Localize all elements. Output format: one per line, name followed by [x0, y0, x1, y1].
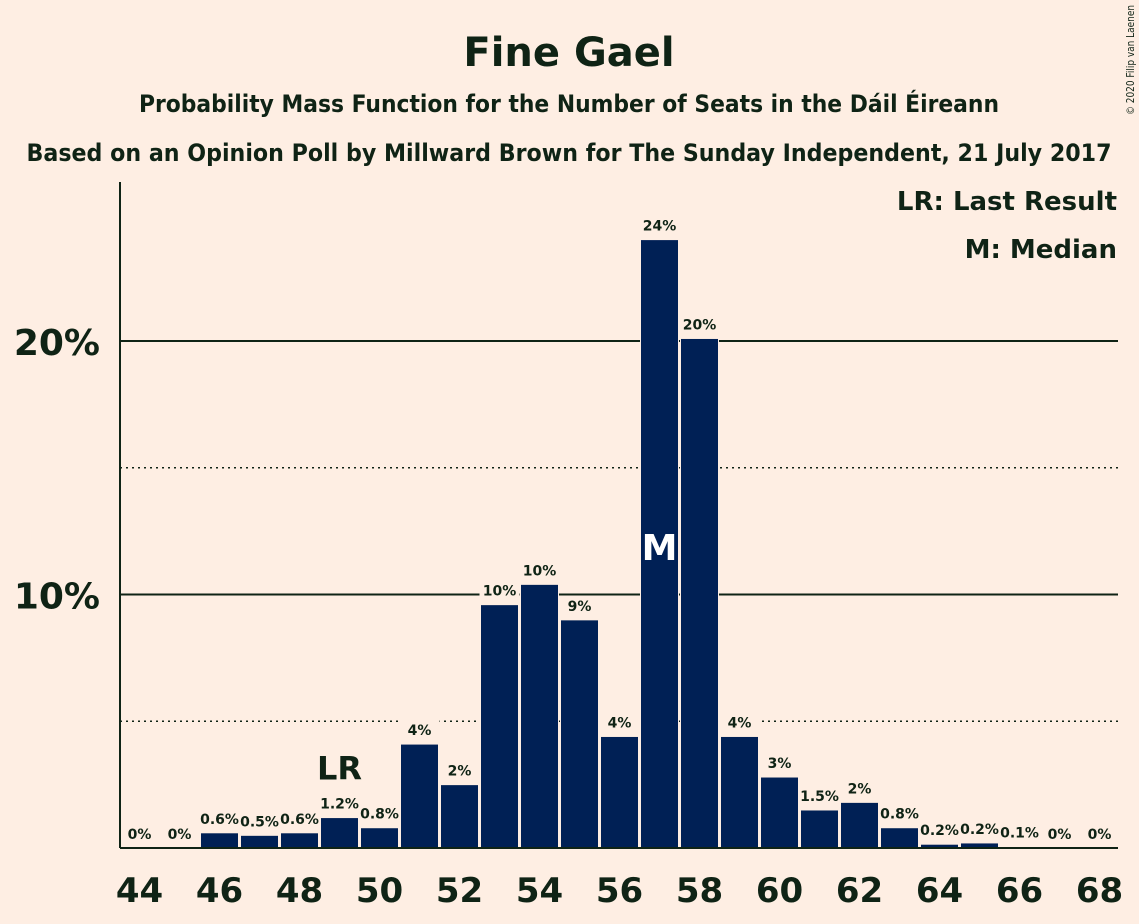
bar-seats-56 [600, 735, 639, 849]
data-label-background [279, 808, 320, 828]
data-label-seats-59: 4% [728, 715, 752, 731]
data-label-seats-47: 0.5% [240, 814, 279, 830]
data-label-background [679, 314, 720, 334]
bar-seats-57 [640, 239, 679, 849]
bar-seats-53 [480, 604, 519, 849]
data-label-background [759, 753, 800, 773]
legend-entry: LR: Last Result [897, 187, 1117, 217]
data-label-background [199, 808, 240, 828]
bar-seats-62 [840, 801, 879, 849]
bar-seats-48 [280, 832, 319, 849]
bar-seats-47 [240, 834, 279, 849]
chart-subtitle: Probability Mass Function for the Number… [139, 89, 999, 118]
bar-seats-50 [360, 827, 399, 849]
data-label-background [999, 822, 1040, 842]
data-label-seats-45: 0% [168, 827, 192, 843]
data-label-background [239, 811, 280, 831]
x-tick-label: 58 [676, 871, 723, 911]
data-label-background [559, 595, 600, 615]
data-label-background [159, 824, 200, 843]
data-label-seats-49: 1.2% [320, 797, 359, 813]
x-tick-label: 44 [116, 871, 163, 911]
data-label-seats-44: 0% [128, 827, 152, 843]
legend: LR: Last Result M: Median [897, 187, 1117, 265]
x-tick-label: 66 [996, 871, 1043, 911]
data-label-seats-58: 20% [683, 317, 717, 333]
data-label-background [1079, 824, 1120, 843]
data-label-background [1039, 824, 1080, 843]
copyright-notice: © 2020 Filip van Laenen [1124, 5, 1137, 115]
data-label-seats-54: 10% [523, 563, 557, 579]
data-label-background [839, 778, 880, 798]
data-label-background [359, 803, 400, 823]
bar-seats-61 [800, 809, 839, 849]
x-tick-label: 54 [516, 871, 563, 911]
data-label-seats-67: 0% [1048, 827, 1072, 843]
y-tick-label: 10% [14, 577, 100, 618]
bar-seats-46 [200, 832, 239, 849]
data-label-seats-65: 0.2% [960, 822, 999, 838]
median-marker: M [642, 528, 678, 569]
data-label-seats-61: 1.5% [800, 789, 839, 805]
legend-entry: M: Median [965, 235, 1117, 265]
x-tick-label: 64 [916, 871, 963, 911]
data-label-seats-56: 4% [608, 715, 632, 731]
axes: 10% 20% 44 46 48 50 52 54 56 58 60 62 64 66 68 [14, 182, 1123, 911]
bar-seats-63 [880, 827, 919, 849]
bars [200, 239, 1039, 849]
data-label-seats-57: 24% [643, 219, 677, 235]
x-tick-label: 56 [596, 871, 643, 911]
data-label-seats-52: 2% [448, 764, 472, 780]
x-tick-label: 46 [196, 871, 243, 911]
data-label-background [799, 785, 840, 805]
bar-seats-52 [440, 784, 479, 849]
data-label-seats-46: 0.6% [200, 812, 239, 828]
gridlines [120, 340, 1118, 722]
data-label-background [399, 720, 440, 740]
data-label-seats-50: 0.8% [360, 807, 399, 823]
data-label-seats-68: 0% [1088, 827, 1112, 843]
data-label-seats-64: 0.2% [920, 823, 959, 839]
data-label-background [599, 712, 640, 732]
last-result-marker: LR [317, 750, 362, 788]
data-label-seats-62: 2% [848, 781, 872, 797]
bar-seats-59 [720, 735, 759, 849]
data-label-seats-53: 10% [483, 584, 517, 600]
data-label-background [639, 215, 680, 235]
y-tick-label: 20% [14, 323, 100, 364]
data-label-seats-55: 9% [568, 599, 592, 615]
x-tick-label: 52 [436, 871, 483, 911]
chart-poll-source: Based on an Opinion Poll by Millward Bro… [27, 139, 1112, 167]
data-label-seats-60: 3% [768, 756, 792, 772]
x-tick-label: 50 [356, 871, 403, 911]
bar-seats-51 [400, 743, 439, 849]
data-label-background [719, 712, 760, 732]
data-label-seats-66: 0.1% [1000, 826, 1039, 842]
data-label-background [919, 820, 960, 840]
x-tick-label: 68 [1076, 871, 1123, 911]
x-tick-label: 62 [836, 871, 883, 911]
data-label-background [959, 818, 1000, 838]
data-label-seats-48: 0.6% [280, 812, 319, 828]
bar-seats-55 [560, 619, 599, 849]
data-label-background [319, 793, 360, 813]
data-label-background [439, 760, 480, 780]
bar-seats-49 [320, 817, 359, 849]
bar-seats-60 [760, 776, 799, 849]
data-label-seats-63: 0.8% [880, 807, 919, 823]
bar-seats-54 [520, 583, 559, 849]
data-label-background [519, 560, 560, 580]
chart-title: Fine Gael [463, 30, 674, 76]
data-label-background [879, 803, 920, 823]
data-label-background [479, 580, 520, 600]
data-labels: 0% 0%0.6% 0.5% 0.6%1.2%0.8%4%2%10%10%9%4%24… [119, 215, 1120, 843]
data-label-background [119, 824, 160, 843]
bar-seats-58 [680, 337, 719, 849]
x-tick-label: 60 [756, 871, 803, 911]
x-tick-label: 48 [276, 871, 323, 911]
data-label-seats-51: 4% [408, 723, 432, 739]
